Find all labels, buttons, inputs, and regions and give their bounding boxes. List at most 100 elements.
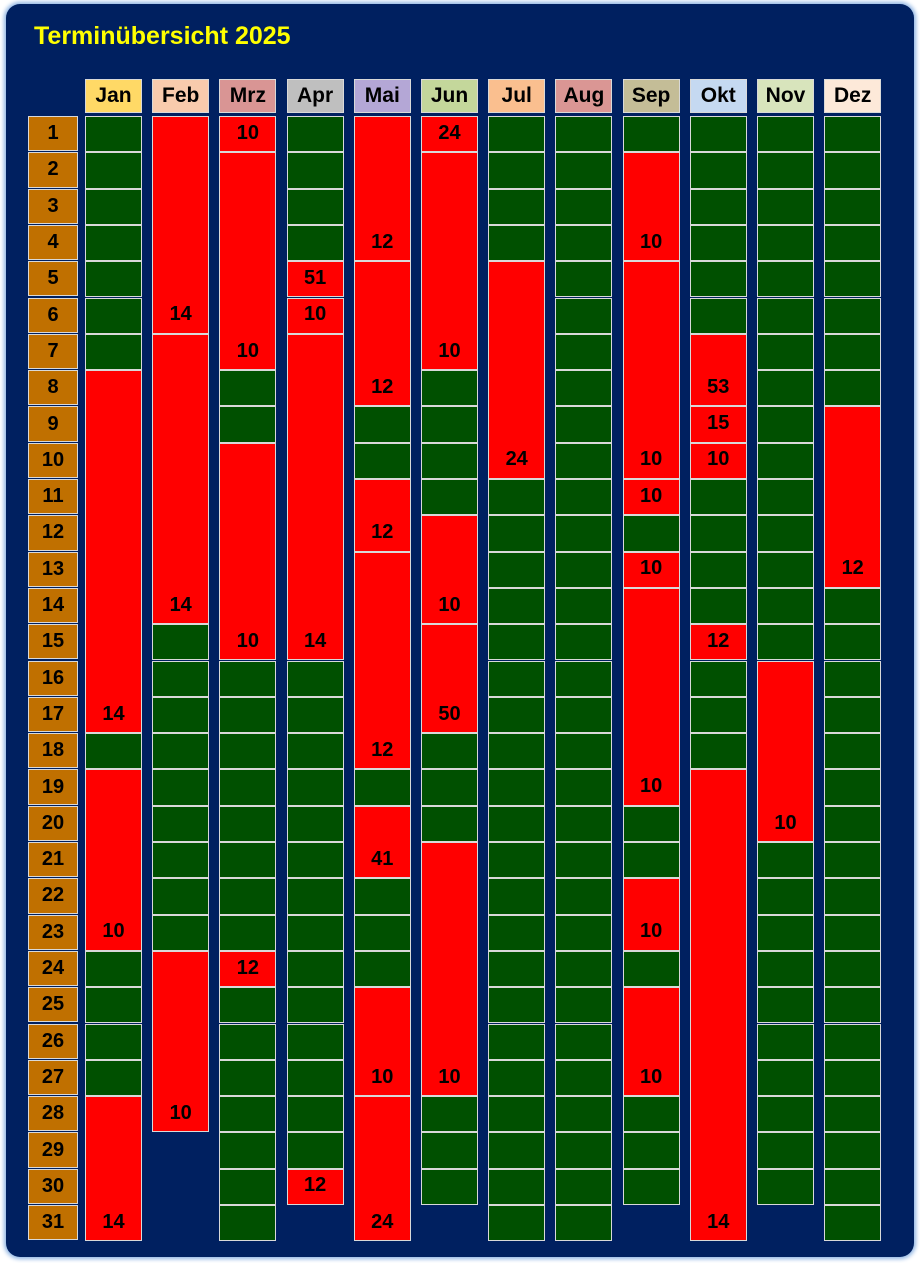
free-day-cell[interactable] bbox=[555, 515, 613, 552]
free-day-cell[interactable] bbox=[488, 479, 546, 516]
free-day-cell[interactable] bbox=[622, 1096, 680, 1133]
free-day-cell[interactable] bbox=[286, 1023, 344, 1060]
appointment-block[interactable]: 12 bbox=[353, 551, 411, 770]
free-day-cell[interactable] bbox=[152, 769, 210, 806]
free-day-cell[interactable] bbox=[824, 188, 882, 225]
free-day-cell[interactable] bbox=[757, 188, 814, 225]
free-day-cell[interactable] bbox=[555, 842, 613, 879]
free-day-cell[interactable] bbox=[286, 188, 344, 225]
free-day-cell[interactable] bbox=[488, 224, 546, 262]
free-day-cell[interactable] bbox=[152, 624, 210, 661]
appointment-block[interactable]: 14 bbox=[689, 769, 747, 1242]
appointment-block[interactable]: 10 bbox=[152, 950, 210, 1133]
free-day-cell[interactable] bbox=[488, 733, 546, 770]
free-day-cell[interactable] bbox=[757, 1132, 814, 1169]
free-day-cell[interactable] bbox=[824, 1168, 882, 1205]
free-day-cell[interactable] bbox=[555, 878, 613, 915]
free-day-cell[interactable] bbox=[421, 805, 478, 842]
free-day-cell[interactable] bbox=[757, 370, 814, 407]
free-day-cell[interactable] bbox=[286, 950, 344, 988]
free-day-cell[interactable] bbox=[824, 1205, 882, 1242]
appointment-block[interactable]: 10 bbox=[622, 987, 680, 1097]
appointment-block[interactable]: 10 bbox=[421, 515, 478, 625]
free-day-cell[interactable] bbox=[152, 696, 210, 734]
free-day-cell[interactable] bbox=[488, 515, 546, 552]
free-day-cell[interactable] bbox=[488, 624, 546, 661]
free-day-cell[interactable] bbox=[689, 551, 747, 588]
appointment-block[interactable]: 12 bbox=[689, 624, 747, 661]
appointment-block[interactable]: 12 bbox=[353, 261, 411, 407]
free-day-cell[interactable] bbox=[286, 116, 344, 153]
free-day-cell[interactable] bbox=[219, 805, 277, 842]
free-day-cell[interactable] bbox=[555, 333, 613, 371]
free-day-cell[interactable] bbox=[757, 297, 814, 334]
free-day-cell[interactable] bbox=[286, 224, 344, 262]
appointment-block[interactable]: 10 bbox=[85, 769, 142, 951]
free-day-cell[interactable] bbox=[689, 188, 747, 225]
free-day-cell[interactable] bbox=[85, 1059, 142, 1097]
free-day-cell[interactable] bbox=[421, 442, 478, 479]
free-day-cell[interactable] bbox=[555, 805, 613, 842]
appointment-block[interactable]: 14 bbox=[85, 1096, 142, 1242]
free-day-cell[interactable] bbox=[622, 1132, 680, 1169]
free-day-cell[interactable] bbox=[488, 987, 546, 1024]
appointment-block[interactable]: 12 bbox=[353, 116, 411, 262]
appointment-block[interactable]: 41 bbox=[353, 805, 411, 879]
free-day-cell[interactable] bbox=[488, 587, 546, 625]
free-day-cell[interactable] bbox=[757, 1168, 814, 1205]
free-day-cell[interactable] bbox=[824, 224, 882, 262]
free-day-cell[interactable] bbox=[286, 1132, 344, 1169]
free-day-cell[interactable] bbox=[555, 624, 613, 661]
free-day-cell[interactable] bbox=[824, 152, 882, 189]
free-day-cell[interactable] bbox=[286, 769, 344, 806]
free-day-cell[interactable] bbox=[286, 733, 344, 770]
free-day-cell[interactable] bbox=[757, 1096, 814, 1133]
free-day-cell[interactable] bbox=[488, 805, 546, 842]
free-day-cell[interactable] bbox=[824, 333, 882, 371]
appointment-block[interactable]: 10 bbox=[757, 660, 814, 842]
free-day-cell[interactable] bbox=[757, 152, 814, 189]
appointment-block[interactable]: 10 bbox=[689, 442, 747, 479]
free-day-cell[interactable] bbox=[85, 950, 142, 988]
free-day-cell[interactable] bbox=[286, 1096, 344, 1133]
appointment-block[interactable]: 15 bbox=[689, 406, 747, 443]
free-day-cell[interactable] bbox=[488, 696, 546, 734]
free-day-cell[interactable] bbox=[555, 1059, 613, 1097]
free-day-cell[interactable] bbox=[757, 950, 814, 988]
appointment-block[interactable]: 12 bbox=[219, 950, 277, 988]
free-day-cell[interactable] bbox=[757, 515, 814, 552]
appointment-block[interactable]: 14 bbox=[152, 116, 210, 334]
free-day-cell[interactable] bbox=[689, 733, 747, 770]
free-day-cell[interactable] bbox=[488, 188, 546, 225]
free-day-cell[interactable] bbox=[286, 878, 344, 915]
free-day-cell[interactable] bbox=[421, 769, 478, 806]
free-day-cell[interactable] bbox=[421, 370, 478, 407]
free-day-cell[interactable] bbox=[555, 733, 613, 770]
free-day-cell[interactable] bbox=[555, 1132, 613, 1169]
free-day-cell[interactable] bbox=[757, 116, 814, 153]
free-day-cell[interactable] bbox=[757, 224, 814, 262]
free-day-cell[interactable] bbox=[555, 224, 613, 262]
free-day-cell[interactable] bbox=[555, 551, 613, 588]
free-day-cell[interactable] bbox=[152, 660, 210, 697]
free-day-cell[interactable] bbox=[824, 1132, 882, 1169]
free-day-cell[interactable] bbox=[689, 479, 747, 516]
appointment-block[interactable]: 24 bbox=[421, 116, 478, 153]
appointment-block[interactable]: 10 bbox=[421, 842, 478, 1097]
free-day-cell[interactable] bbox=[421, 1168, 478, 1205]
free-day-cell[interactable] bbox=[689, 261, 747, 298]
free-day-cell[interactable] bbox=[824, 660, 882, 697]
free-day-cell[interactable] bbox=[85, 188, 142, 225]
free-day-cell[interactable] bbox=[219, 696, 277, 734]
free-day-cell[interactable] bbox=[152, 733, 210, 770]
free-day-cell[interactable] bbox=[555, 442, 613, 479]
free-day-cell[interactable] bbox=[353, 878, 411, 915]
free-day-cell[interactable] bbox=[824, 1096, 882, 1133]
free-day-cell[interactable] bbox=[421, 479, 478, 516]
free-day-cell[interactable] bbox=[555, 1023, 613, 1060]
free-day-cell[interactable] bbox=[219, 733, 277, 770]
free-day-cell[interactable] bbox=[286, 987, 344, 1024]
appointment-block[interactable]: 12 bbox=[824, 406, 882, 588]
free-day-cell[interactable] bbox=[622, 515, 680, 552]
free-day-cell[interactable] bbox=[421, 1096, 478, 1133]
